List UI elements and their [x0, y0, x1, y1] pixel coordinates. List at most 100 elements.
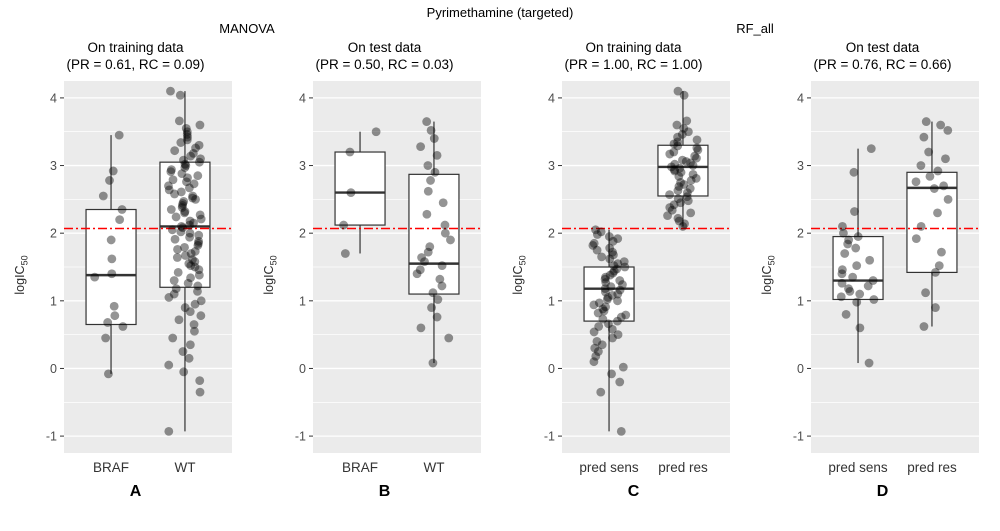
jitter-point [177, 169, 187, 179]
jitter-point [685, 184, 695, 193]
jitter-point [608, 333, 617, 343]
panel-a-subtitle: (PR = 0.61, RC = 0.09) [66, 57, 205, 72]
jitter-point [190, 299, 200, 309]
jitter-point [688, 161, 698, 170]
box [583, 266, 635, 322]
jitter-point [609, 266, 619, 276]
jitter-point [186, 249, 196, 258]
jitter-point [179, 196, 189, 206]
jitter-point [600, 287, 610, 297]
jitter-point [184, 183, 194, 193]
jitter-point [865, 255, 875, 265]
jitter-point [941, 154, 950, 164]
jitter-point [178, 347, 188, 356]
jitter-point [164, 426, 174, 436]
jitter-point [590, 343, 600, 353]
jitter-point [863, 281, 873, 291]
jitter-point [423, 186, 433, 196]
boxplot-panel-a: -1 0 1 2 3 4 BRAF WT [46, 81, 232, 475]
jitter-point [589, 300, 599, 310]
jitter-point [184, 259, 194, 269]
panel-a-title: On training data [87, 40, 184, 55]
jitter-point [601, 278, 611, 287]
jitter-point [194, 140, 204, 150]
x-category-label: WT [174, 460, 195, 475]
method-label-manova: MANOVA [219, 21, 275, 36]
y-tick-label: -1 [295, 430, 306, 444]
jitter-point [118, 322, 128, 331]
jitter-point [693, 145, 703, 155]
jitter-point [605, 243, 615, 253]
jitter-point [673, 137, 683, 147]
jitter-point [692, 153, 701, 163]
jitter-point [864, 358, 874, 368]
jitter-point [691, 173, 701, 183]
jitter-point [425, 242, 435, 252]
jitter-point [166, 167, 176, 177]
jitter-point [422, 209, 432, 219]
jitter-point [437, 281, 447, 291]
jitter-point [667, 162, 676, 172]
jitter-point [432, 151, 442, 160]
jitter-point [188, 191, 198, 201]
jitter-point [188, 148, 198, 158]
jitter-point [609, 250, 618, 260]
jitter-point [839, 228, 848, 238]
x-category-label: pred sens [579, 460, 639, 475]
jitter-point [677, 130, 687, 139]
jitter-point [911, 234, 921, 243]
jitter-point [193, 171, 203, 181]
jitter-point [592, 337, 602, 346]
jitter-point [591, 351, 601, 361]
jitter-point [852, 261, 862, 271]
jitter-point [931, 303, 940, 312]
jitter-point [613, 289, 623, 299]
jitter-point [173, 268, 183, 277]
y-tick-label: 0 [797, 362, 804, 376]
jitter-point [196, 154, 205, 164]
jitter-point [180, 242, 189, 252]
panel-d-title: On test data [845, 40, 920, 55]
jitter-point [673, 186, 683, 195]
jitter-point [674, 216, 684, 226]
jitter-point [589, 327, 599, 337]
jitter-point [186, 261, 196, 271]
jitter-point [345, 147, 355, 157]
jitter-point [193, 281, 203, 291]
jitter-point [103, 318, 113, 327]
jitter-point [185, 340, 195, 350]
jitter-point [180, 207, 190, 216]
jitter-point [179, 155, 188, 165]
jitter-point [589, 357, 599, 367]
jitter-point [621, 310, 631, 320]
x-category-label: BRAF [93, 460, 129, 475]
jitter-point [663, 211, 672, 220]
jitter-point [692, 135, 702, 145]
jitter-point [188, 193, 197, 203]
jitter-point [919, 132, 929, 142]
jitter-point [613, 316, 622, 326]
jitter-point [371, 127, 381, 137]
jitter-point [437, 261, 447, 271]
jitter-point [164, 293, 174, 302]
jitter-point [933, 166, 943, 176]
jitter-point [680, 219, 689, 229]
jitter-point [673, 141, 683, 151]
jitter-point [440, 220, 450, 230]
jitter-point [670, 159, 680, 169]
jitter-point [117, 205, 127, 214]
y-tick-label: 4 [50, 91, 57, 105]
jitter-point [423, 247, 433, 257]
jitter-point [675, 163, 685, 173]
panel-b-letter: B [378, 483, 391, 500]
jitter-point [107, 254, 117, 264]
jitter-point [183, 278, 193, 288]
jitter-point [185, 216, 195, 226]
jitter-point [109, 301, 119, 311]
jitter-point [676, 178, 685, 187]
y-tick-label: 4 [548, 91, 555, 105]
jitter-point [423, 161, 433, 170]
y-tick-label: 2 [50, 227, 57, 241]
jitter-point [195, 387, 205, 397]
jitter-point [176, 227, 186, 237]
